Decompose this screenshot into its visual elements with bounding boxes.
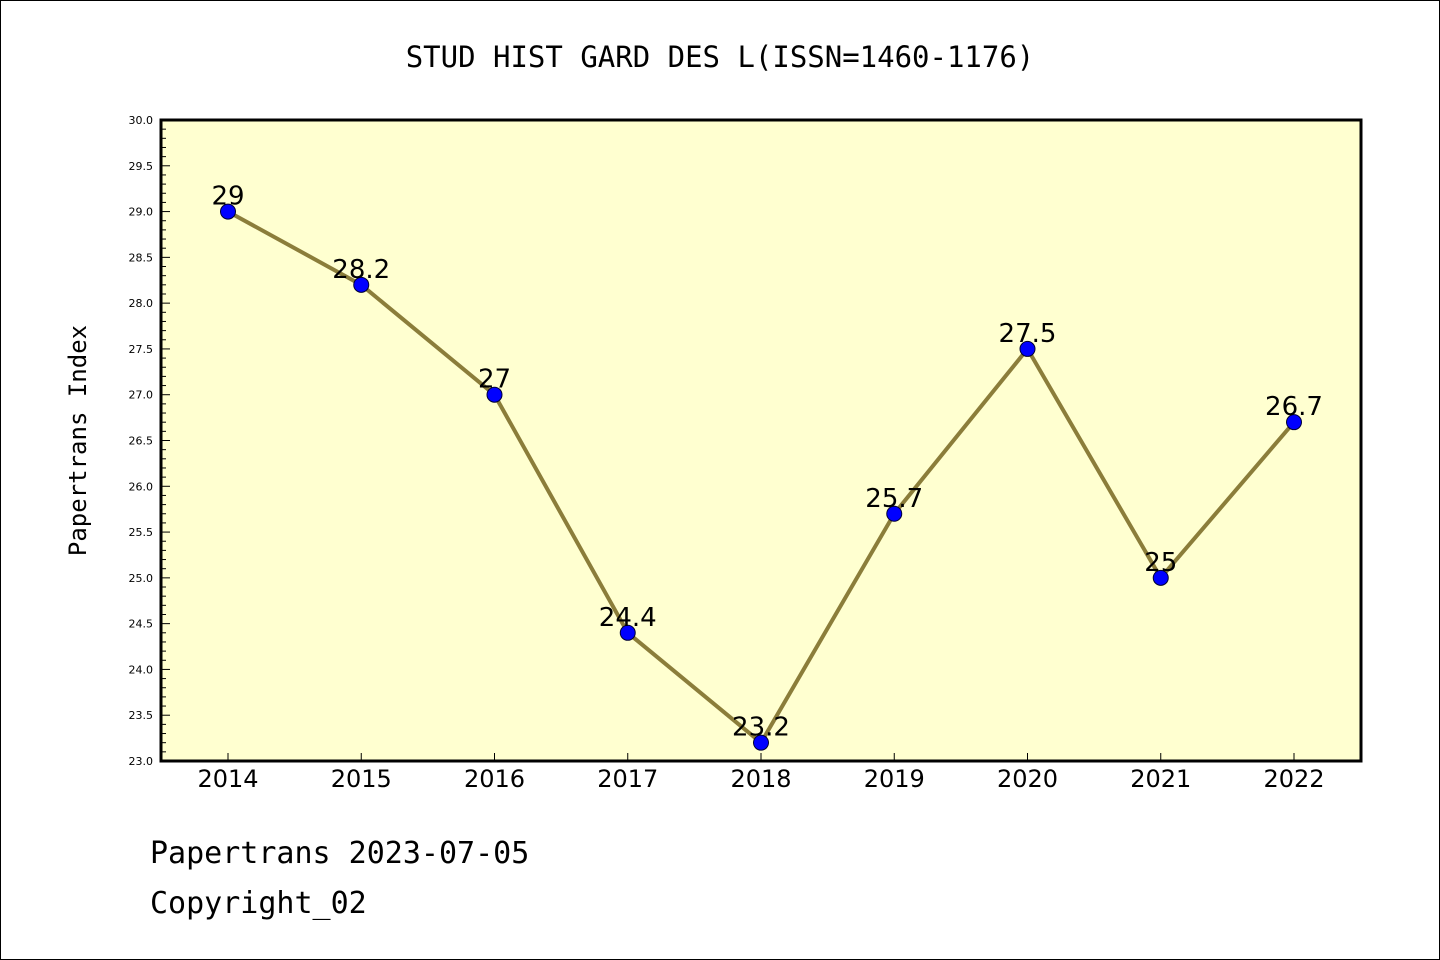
data-point (753, 734, 769, 751)
y-tick-label: 25.0 (129, 572, 154, 585)
data-point (619, 624, 636, 641)
series-group (220, 203, 1302, 751)
y-tick-label: 28.5 (129, 251, 154, 264)
footer-copyright: Copyright_02 (150, 886, 367, 921)
data-point (886, 505, 903, 522)
y-tick-label: 25.5 (129, 526, 154, 539)
y-tick-label: 28.0 (129, 297, 154, 310)
y-tick-label: 27.5 (129, 343, 154, 356)
y-tick-label: 23.0 (129, 755, 154, 768)
data-label: 24.4 (599, 603, 657, 633)
y-tick-label: 30.0 (129, 114, 154, 127)
x-tick-label: 2014 (197, 765, 258, 793)
data-label: 29 (211, 182, 244, 212)
plot-area (159, 118, 1363, 763)
y-axis-ticks: 23.0 23.5 24.0 24.5 25.0 25.5 26.0 26.5 27.0 27.5… (129, 114, 170, 768)
data-point (220, 203, 236, 220)
data-point (1019, 340, 1036, 357)
y-tick-label: 26.0 (129, 480, 154, 493)
x-tick-label: 2016 (464, 765, 525, 793)
x-tick-label: 2017 (597, 765, 658, 793)
x-tick-label: 2019 (864, 765, 925, 793)
data-point (353, 276, 370, 293)
y-tick-label: 23.5 (129, 709, 154, 722)
data-point (1286, 414, 1302, 431)
data-label: 27 (478, 365, 511, 395)
data-point (486, 386, 503, 403)
y-tick-label: 27.0 (129, 389, 154, 402)
y-axis-label: Papertrans Index (64, 325, 92, 556)
data-labels-group: 29 28.2 27 24.4 23.2 25.7 27.5 25 26.7 (211, 182, 1322, 743)
y-tick-label: 29.5 (129, 160, 154, 173)
data-label: 27.5 (999, 319, 1057, 349)
y-tick-label: 24.5 (129, 618, 154, 631)
y-tick-label: 29.0 (129, 206, 154, 219)
x-axis-ticks: 2014 2015 2016 2017 2018 2019 2020 2021 2022 (197, 753, 1325, 793)
x-tick-label: 2015 (331, 765, 392, 793)
x-tick-label: 2021 (1130, 765, 1191, 793)
x-tick-label: 2018 (730, 765, 791, 793)
data-label: 23.2 (732, 713, 790, 743)
data-label: 26.7 (1265, 392, 1323, 422)
y-tick-label: 24.0 (129, 663, 154, 676)
data-label: 28.2 (332, 255, 390, 285)
data-label: 25 (1144, 548, 1177, 578)
data-label: 25.7 (865, 484, 923, 514)
footer-date: Papertrans 2023-07-05 (150, 836, 530, 871)
x-tick-label: 2022 (1263, 765, 1324, 793)
y-tick-label: 26.5 (129, 435, 154, 448)
chart-title: STUD HIST GARD DES L(ISSN=1460-1176) (406, 40, 1035, 74)
data-point (1152, 569, 1169, 586)
x-tick-label: 2020 (997, 765, 1058, 793)
